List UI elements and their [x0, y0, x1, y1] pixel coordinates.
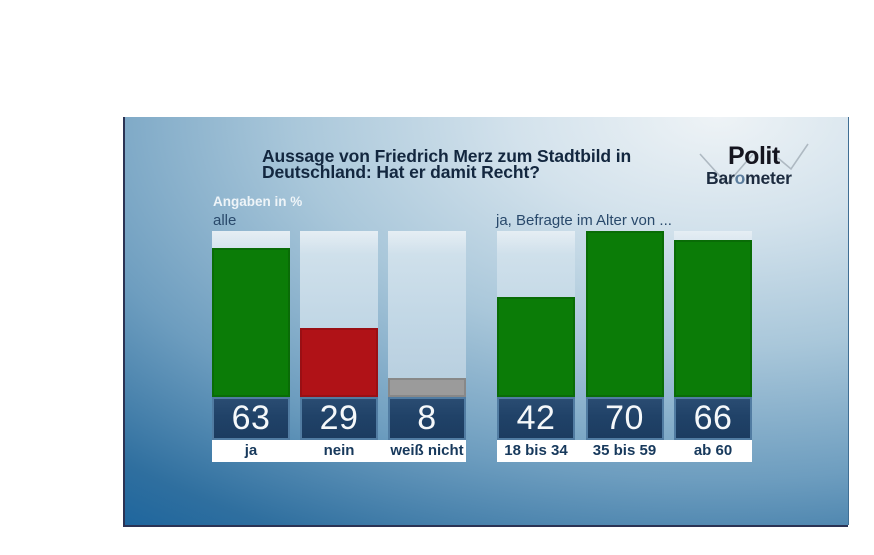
unit-label: Angaben in %	[213, 194, 303, 209]
value-box: 66	[674, 397, 752, 440]
value-box: 63	[212, 397, 290, 440]
logo-text-polit: Polit	[728, 142, 780, 170]
chart-title-line2: Deutschland: Hat er damit Recht?	[262, 162, 540, 182]
bar-track	[388, 231, 466, 397]
logo-blue-o: o	[734, 168, 746, 188]
value-box: 42	[497, 397, 575, 440]
bar-track	[674, 231, 752, 397]
bar-fill	[674, 240, 752, 397]
bar-fill	[585, 231, 664, 397]
bar-columns: 63 29 8	[212, 231, 466, 440]
politbarometer-panel: Aussage von Friedrich Merz zum Stadtbild…	[125, 117, 848, 525]
bar-column: 42	[497, 231, 575, 440]
value-label: 29	[319, 399, 359, 437]
group-label-alle: alle	[213, 212, 237, 229]
category-label: nein	[323, 442, 355, 459]
value-label: 63	[231, 399, 271, 437]
category-label: ab 60	[693, 442, 733, 459]
category-label: 18 bis 34	[504, 442, 568, 459]
bar-column: 66	[674, 231, 752, 440]
value-box: 8	[388, 397, 466, 440]
bar-fill	[212, 248, 290, 397]
label-strip: ja nein weiß nicht	[212, 440, 466, 462]
bar-fill	[388, 378, 466, 397]
bar-fill	[300, 328, 378, 397]
category-label: ja	[244, 442, 258, 459]
value-box: 70	[585, 397, 664, 440]
value-label: 70	[605, 399, 644, 437]
politbarometer-logo: Polit Barometer	[695, 137, 835, 195]
value-label: 66	[693, 399, 733, 437]
group-label-age: ja, Befragte im Alter von ...	[496, 212, 672, 229]
bar-track	[300, 231, 378, 397]
value-label: 42	[516, 399, 556, 437]
category-label: weiß nicht	[390, 442, 464, 459]
bar-fill	[497, 297, 575, 397]
bar-columns: 42 70 66	[497, 231, 752, 440]
chart-title: Aussage von Friedrich Merz zum Stadtbild…	[262, 146, 632, 182]
bar-track	[585, 231, 664, 397]
chart-group-age: 42 70 66 18 bis 34 35 bis 59 ab 60	[497, 231, 752, 462]
category-label: 35 bis 59	[592, 442, 657, 459]
value-label: 8	[417, 399, 437, 437]
bar-column: 8	[388, 231, 466, 440]
chart-title-line1: Aussage von Friedrich Merz zum Stadtbild…	[262, 146, 632, 166]
chart-group-alle: 63 29 8 ja nein weiß nicht	[212, 231, 466, 462]
value-box: 29	[300, 397, 378, 440]
logo-text-barometer: Barometer	[706, 168, 792, 188]
checkmark-icon	[699, 143, 809, 186]
label-strip: 18 bis 34 35 bis 59 ab 60	[497, 440, 752, 462]
bar-column: 63	[212, 231, 290, 440]
bar-column: 70	[585, 231, 664, 440]
bar-track	[212, 231, 290, 397]
bar-column: 29	[300, 231, 378, 440]
bar-track	[497, 231, 575, 397]
